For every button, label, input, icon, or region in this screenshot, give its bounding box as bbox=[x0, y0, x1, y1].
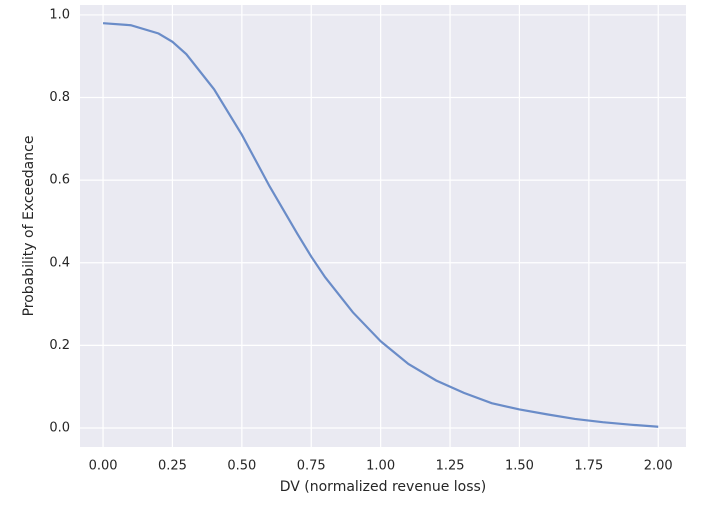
y-tick-label: 0.8 bbox=[49, 90, 70, 105]
y-tick-label: 0.6 bbox=[49, 173, 70, 188]
plot-area bbox=[80, 5, 686, 447]
x-tick-label: 1.25 bbox=[436, 459, 465, 474]
x-tick-label: 0.00 bbox=[89, 459, 118, 474]
y-axis-label: Probability of Exceedance bbox=[21, 136, 37, 317]
y-tick-label: 0.2 bbox=[49, 338, 70, 353]
x-tick-label: 1.00 bbox=[366, 459, 395, 474]
x-tick-label: 1.50 bbox=[505, 459, 534, 474]
x-tick-label: 2.00 bbox=[644, 459, 673, 474]
y-tick-label: 0.4 bbox=[49, 255, 70, 270]
y-tick-label: 0.0 bbox=[49, 420, 70, 435]
x-tick-label: 0.25 bbox=[158, 459, 187, 474]
x-tick-label: 1.75 bbox=[574, 459, 603, 474]
y-tick-label: 1.0 bbox=[49, 7, 70, 22]
x-tick-label: 0.75 bbox=[297, 459, 326, 474]
x-axis-label: DV (normalized revenue loss) bbox=[280, 479, 487, 495]
line bbox=[102, 22, 659, 428]
x-tick-label: 0.50 bbox=[227, 459, 256, 474]
